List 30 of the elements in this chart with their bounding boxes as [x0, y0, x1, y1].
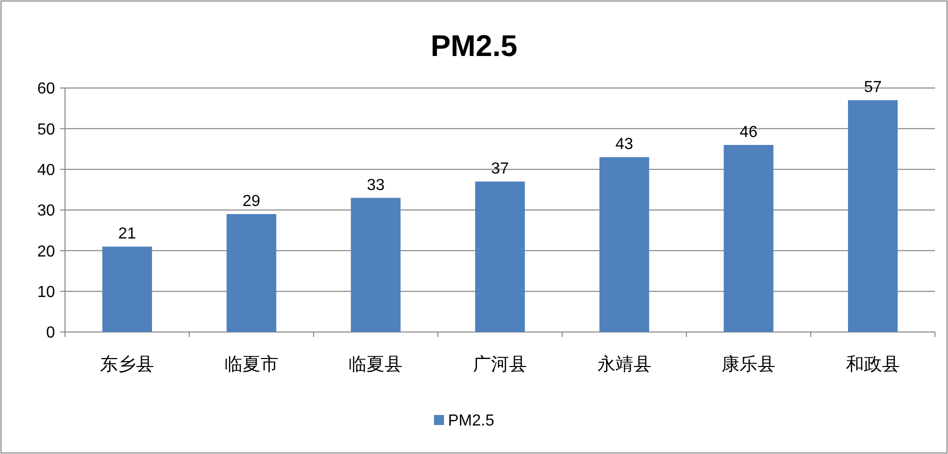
- y-tick-label: 60: [37, 80, 56, 98]
- data-label: 46: [740, 124, 758, 141]
- x-tick-label: 东乡县: [100, 354, 154, 375]
- x-tick-label: 临夏市: [224, 354, 278, 375]
- bar: [475, 182, 525, 332]
- x-tick-label: 康乐县: [722, 354, 776, 375]
- y-tick-label: 30: [37, 202, 56, 220]
- data-label: 37: [491, 160, 509, 178]
- y-tick-label: 10: [37, 284, 56, 301]
- bar: [599, 157, 650, 332]
- bar: [102, 246, 152, 332]
- data-label: 43: [615, 136, 634, 154]
- bar: [724, 144, 774, 332]
- x-tick-label: 和政县: [846, 354, 900, 375]
- x-tick-label: 临夏县: [348, 354, 403, 375]
- x-tick-label: 广河县: [473, 354, 527, 375]
- data-label: 33: [366, 176, 385, 194]
- y-tick-label: 50: [37, 121, 56, 138]
- data-label: 21: [118, 226, 136, 243]
- y-tick-label: 0: [46, 324, 56, 342]
- bar: [226, 214, 276, 332]
- data-label: 57: [864, 79, 882, 96]
- bar: [350, 198, 401, 332]
- legend-label: PM2.5: [448, 412, 494, 430]
- y-tick-label: 20: [37, 243, 56, 260]
- bar: [848, 100, 898, 332]
- chart-title: PM2.5: [430, 30, 518, 63]
- y-tick-label: 40: [37, 162, 56, 179]
- data-label: 29: [242, 193, 260, 210]
- x-tick-label: 永靖县: [597, 354, 652, 375]
